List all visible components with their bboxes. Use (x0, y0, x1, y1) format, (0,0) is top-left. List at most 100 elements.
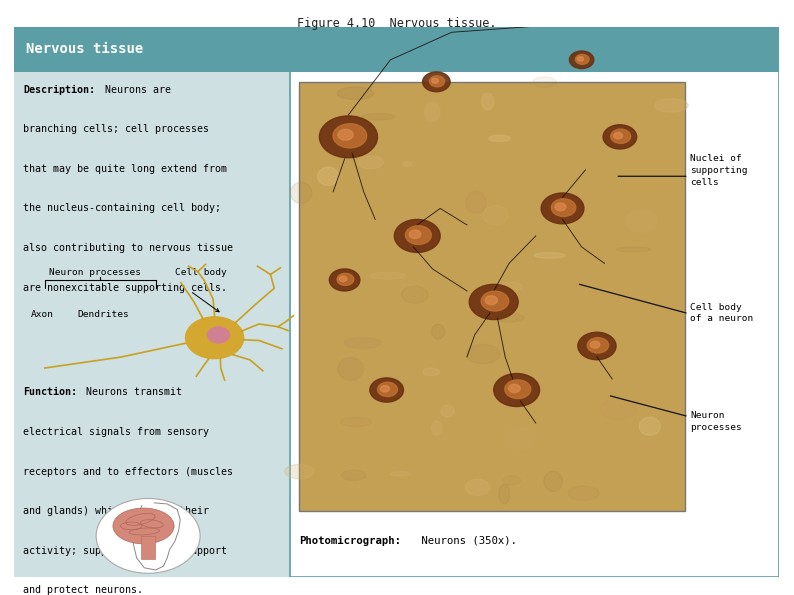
Bar (299, 82, 685, 511)
Ellipse shape (403, 162, 412, 167)
Ellipse shape (500, 282, 522, 292)
Ellipse shape (503, 476, 521, 485)
Circle shape (430, 76, 445, 87)
Text: Figure 4.10  Nervous tissue.: Figure 4.10 Nervous tissue. (297, 17, 497, 30)
Ellipse shape (341, 470, 366, 480)
Circle shape (409, 230, 421, 239)
Circle shape (555, 203, 566, 211)
Text: Neurons (350x).: Neurons (350x). (415, 536, 517, 546)
Bar (14, 72, 290, 577)
Ellipse shape (358, 156, 384, 169)
Circle shape (422, 72, 450, 92)
Ellipse shape (626, 210, 657, 233)
Ellipse shape (337, 358, 364, 380)
Circle shape (614, 133, 622, 139)
Ellipse shape (499, 484, 510, 504)
Text: Function:: Function: (24, 387, 78, 397)
Ellipse shape (425, 102, 440, 121)
Ellipse shape (569, 486, 599, 500)
Circle shape (337, 273, 354, 286)
Ellipse shape (505, 428, 537, 449)
Circle shape (370, 378, 403, 402)
Ellipse shape (533, 77, 557, 87)
Circle shape (505, 380, 531, 399)
Text: are nonexcitable supporting cells.: are nonexcitable supporting cells. (24, 283, 227, 293)
Text: that may be quite long extend from: that may be quite long extend from (24, 164, 227, 174)
Circle shape (590, 341, 599, 348)
Circle shape (481, 291, 509, 311)
Circle shape (494, 374, 540, 406)
Text: activity; supporting cells support: activity; supporting cells support (24, 546, 227, 556)
Ellipse shape (423, 368, 440, 375)
Text: Neuron processes: Neuron processes (48, 268, 141, 277)
Ellipse shape (284, 464, 314, 479)
Ellipse shape (465, 479, 490, 495)
Text: Photomicrograph:: Photomicrograph: (299, 536, 401, 546)
Text: Axon: Axon (31, 310, 54, 320)
Text: Nuclei of
supporting
cells: Nuclei of supporting cells (690, 154, 748, 187)
Text: Nervous tissue: Nervous tissue (25, 42, 143, 57)
Ellipse shape (534, 253, 565, 258)
Circle shape (603, 125, 637, 149)
Text: Cell body: Cell body (175, 268, 226, 277)
Ellipse shape (441, 405, 454, 417)
Circle shape (378, 382, 398, 397)
Text: the nucleus-containing cell body;: the nucleus-containing cell body; (24, 203, 222, 214)
Ellipse shape (639, 417, 661, 436)
Ellipse shape (544, 471, 562, 491)
Ellipse shape (291, 182, 312, 203)
Ellipse shape (362, 114, 395, 120)
Ellipse shape (431, 421, 442, 435)
Circle shape (339, 276, 347, 281)
Ellipse shape (488, 135, 511, 142)
Circle shape (588, 337, 608, 353)
Circle shape (611, 129, 630, 143)
Text: Dendrites: Dendrites (77, 310, 129, 320)
Circle shape (469, 284, 518, 320)
Ellipse shape (616, 247, 650, 252)
Text: Neurons are: Neurons are (106, 84, 172, 95)
Text: and protect neurons.: and protect neurons. (24, 585, 144, 595)
Ellipse shape (344, 337, 380, 349)
Ellipse shape (654, 99, 688, 112)
Ellipse shape (483, 206, 508, 225)
Ellipse shape (599, 399, 636, 419)
Ellipse shape (495, 314, 524, 322)
Text: Neuron
processes: Neuron processes (690, 411, 742, 432)
Circle shape (333, 124, 367, 148)
Circle shape (576, 54, 589, 64)
Circle shape (207, 327, 229, 343)
Circle shape (380, 386, 389, 392)
Ellipse shape (341, 417, 371, 427)
Circle shape (508, 384, 520, 393)
Ellipse shape (466, 345, 499, 364)
Ellipse shape (466, 192, 486, 213)
Ellipse shape (337, 87, 374, 99)
Circle shape (578, 332, 616, 360)
Circle shape (319, 116, 377, 158)
Text: Description:: Description: (24, 84, 95, 95)
Ellipse shape (318, 167, 339, 186)
Circle shape (485, 296, 498, 305)
Text: electrical signals from sensory: electrical signals from sensory (24, 427, 210, 437)
Text: receptors and to effectors (muscles: receptors and to effectors (muscles (24, 466, 233, 477)
Circle shape (406, 226, 431, 245)
Ellipse shape (431, 324, 445, 339)
Ellipse shape (401, 286, 428, 303)
Text: also contributing to nervous tissue: also contributing to nervous tissue (24, 243, 233, 253)
Ellipse shape (391, 471, 410, 476)
Text: Cell body
of a neuron: Cell body of a neuron (690, 303, 754, 324)
Circle shape (338, 129, 353, 140)
Circle shape (569, 51, 594, 68)
Bar (141, 536, 155, 559)
Ellipse shape (604, 343, 614, 353)
Text: and glands) which control their: and glands) which control their (24, 506, 210, 516)
Circle shape (577, 57, 584, 61)
Circle shape (186, 317, 244, 359)
Circle shape (395, 220, 440, 252)
Ellipse shape (113, 508, 174, 544)
Circle shape (96, 499, 200, 574)
Ellipse shape (370, 272, 406, 279)
Circle shape (542, 193, 584, 224)
Circle shape (551, 199, 576, 217)
